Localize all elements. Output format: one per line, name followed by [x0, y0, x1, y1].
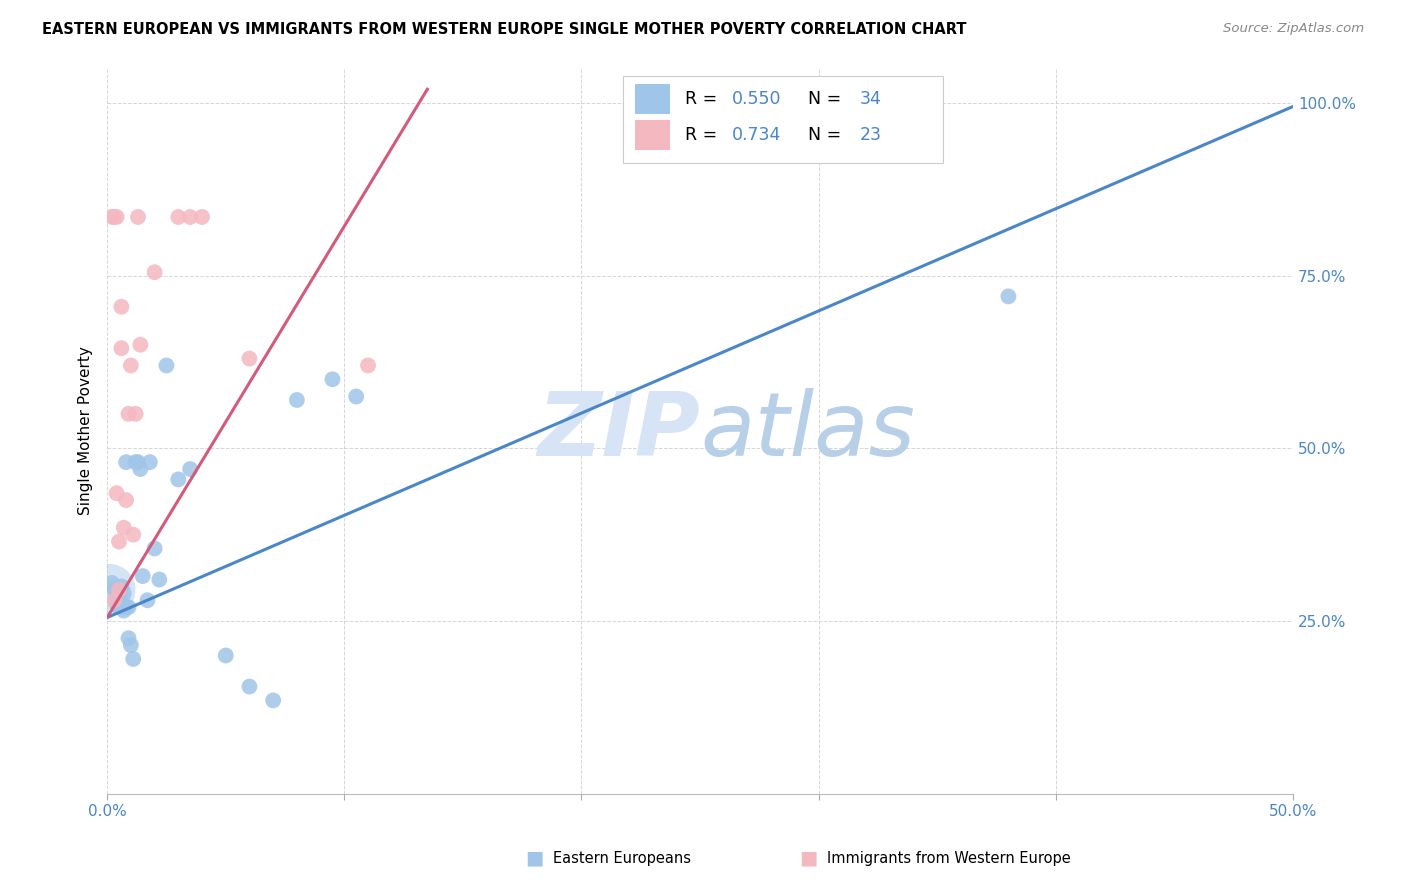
Point — [143, 265, 166, 279]
Point — [112, 586, 135, 600]
Point — [105, 486, 128, 500]
Text: 0.550: 0.550 — [733, 90, 782, 108]
Text: EASTERN EUROPEAN VS IMMIGRANTS FROM WESTERN EUROPE SINGLE MOTHER POVERTY CORRELA: EASTERN EUROPEAN VS IMMIGRANTS FROM WEST… — [42, 22, 967, 37]
Point — [108, 600, 131, 615]
Text: 0.734: 0.734 — [733, 127, 782, 145]
Point — [179, 462, 201, 476]
FancyBboxPatch shape — [623, 76, 943, 162]
Point — [129, 337, 152, 351]
Point — [136, 593, 159, 607]
Point — [167, 472, 190, 486]
Point — [124, 407, 146, 421]
Point — [127, 455, 149, 469]
Point — [115, 493, 138, 508]
Point — [110, 579, 132, 593]
Point — [129, 462, 152, 476]
Point — [112, 521, 135, 535]
Point — [105, 210, 128, 224]
Point — [122, 652, 145, 666]
Point — [285, 392, 308, 407]
Point — [110, 300, 132, 314]
Point — [139, 455, 162, 469]
Point — [115, 455, 138, 469]
Text: atlas: atlas — [700, 388, 915, 474]
Text: Eastern Europeans: Eastern Europeans — [553, 851, 690, 865]
Text: ZIP: ZIP — [537, 387, 700, 475]
Point — [101, 576, 124, 591]
Text: Immigrants from Western Europe: Immigrants from Western Europe — [827, 851, 1070, 865]
Point — [344, 390, 367, 404]
Point — [127, 210, 149, 224]
Bar — [636, 120, 671, 151]
Text: N =: N = — [797, 90, 846, 108]
Point — [110, 600, 132, 615]
Point — [357, 359, 380, 373]
Point — [238, 351, 260, 366]
Point — [103, 593, 125, 607]
Text: ■: ■ — [799, 848, 818, 868]
Point — [124, 455, 146, 469]
Point — [997, 289, 1019, 303]
Point — [179, 210, 201, 224]
Point — [120, 638, 142, 652]
Point — [117, 407, 139, 421]
Text: 34: 34 — [860, 90, 882, 108]
Point — [105, 586, 128, 600]
Point — [103, 582, 125, 597]
Point — [108, 590, 131, 604]
Point — [98, 582, 121, 597]
Point — [215, 648, 238, 663]
Text: Source: ZipAtlas.com: Source: ZipAtlas.com — [1223, 22, 1364, 36]
Point — [103, 210, 125, 224]
Point — [132, 569, 155, 583]
Point — [117, 600, 139, 615]
Point — [321, 372, 343, 386]
Point — [148, 573, 170, 587]
Point — [110, 341, 132, 355]
Point — [143, 541, 166, 556]
Point — [262, 693, 284, 707]
Point — [238, 680, 260, 694]
Point — [101, 210, 124, 224]
Point — [122, 527, 145, 541]
Point — [117, 632, 139, 646]
Point — [108, 582, 131, 597]
Text: ■: ■ — [524, 848, 544, 868]
Text: R =: R = — [685, 127, 723, 145]
Text: 23: 23 — [860, 127, 882, 145]
Text: N =: N = — [797, 127, 846, 145]
Bar — [636, 84, 671, 114]
Y-axis label: Single Mother Poverty: Single Mother Poverty — [79, 347, 93, 516]
Point — [108, 534, 131, 549]
Point — [155, 359, 177, 373]
Point — [115, 600, 138, 615]
Point — [112, 604, 135, 618]
Text: R =: R = — [685, 90, 723, 108]
Point — [167, 210, 190, 224]
Point — [120, 359, 142, 373]
Point — [191, 210, 214, 224]
Point — [105, 597, 128, 611]
